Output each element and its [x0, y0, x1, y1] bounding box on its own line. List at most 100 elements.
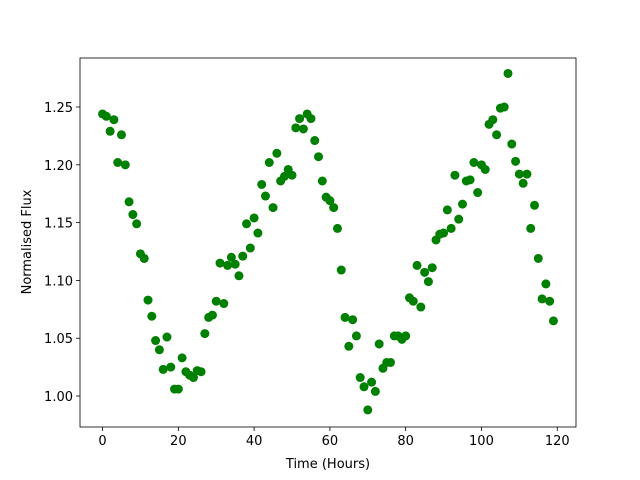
point — [105, 126, 115, 136]
point — [344, 341, 354, 351]
point — [420, 267, 430, 277]
point — [530, 200, 540, 210]
point — [306, 114, 316, 124]
point — [139, 253, 149, 263]
point — [196, 367, 206, 377]
point — [242, 219, 252, 229]
point — [234, 271, 244, 281]
point — [545, 296, 555, 306]
point — [503, 68, 513, 78]
point — [317, 176, 327, 186]
x-tick-label: 0 — [98, 434, 106, 449]
x-tick-label: 120 — [545, 434, 570, 449]
point — [188, 373, 198, 383]
point — [154, 345, 164, 355]
point — [465, 175, 475, 185]
point — [473, 188, 483, 198]
point — [332, 223, 342, 233]
point — [291, 123, 301, 133]
point — [370, 386, 380, 396]
point — [143, 295, 153, 305]
point — [219, 299, 229, 309]
x-tick-label: 80 — [397, 434, 414, 449]
point — [260, 191, 270, 201]
point — [492, 130, 502, 140]
point — [223, 260, 233, 270]
point — [450, 170, 460, 180]
point — [230, 259, 240, 269]
y-tick-label: 1.10 — [44, 274, 73, 289]
y-tick-label: 1.05 — [44, 332, 73, 347]
x-axis-label: Time (Hours) — [285, 457, 370, 472]
point — [113, 158, 123, 168]
x-tick-label: 40 — [246, 434, 263, 449]
point — [215, 258, 225, 268]
point — [518, 178, 528, 188]
point — [116, 130, 126, 140]
x-tick-label: 100 — [469, 434, 494, 449]
point — [132, 219, 142, 229]
point — [446, 223, 456, 233]
point — [124, 197, 134, 207]
point — [522, 169, 532, 179]
point — [226, 252, 236, 262]
point — [488, 115, 498, 125]
point — [408, 296, 418, 306]
point — [359, 382, 369, 392]
point — [158, 364, 168, 374]
point — [268, 203, 278, 213]
point — [128, 210, 138, 220]
point — [295, 114, 305, 124]
point — [480, 164, 490, 174]
point — [109, 115, 119, 125]
point — [177, 353, 187, 363]
point — [211, 296, 221, 306]
point — [173, 384, 183, 394]
point — [253, 228, 263, 238]
point — [458, 199, 468, 209]
point — [200, 329, 210, 339]
point — [499, 102, 509, 112]
point — [548, 316, 558, 326]
x-tick-label: 60 — [322, 434, 339, 449]
point — [363, 405, 373, 415]
point — [374, 339, 384, 349]
point — [526, 223, 536, 233]
y-axis-label: Normalised Flux — [20, 189, 35, 294]
point — [439, 228, 449, 238]
point — [249, 213, 259, 223]
point — [386, 357, 396, 367]
point — [279, 171, 289, 181]
point — [310, 136, 320, 146]
y-tick-label: 1.20 — [44, 159, 73, 174]
point — [507, 139, 517, 149]
point — [272, 148, 282, 158]
point — [245, 243, 255, 253]
y-tick-label: 1.15 — [44, 217, 73, 232]
point — [147, 311, 157, 321]
point — [416, 302, 426, 312]
point — [325, 196, 335, 206]
point — [423, 277, 433, 287]
point — [151, 336, 161, 346]
point — [329, 203, 339, 213]
point — [427, 263, 437, 273]
point — [336, 265, 346, 275]
point — [340, 312, 350, 322]
point — [533, 253, 543, 263]
point — [238, 251, 248, 261]
point — [257, 179, 267, 189]
point — [367, 377, 377, 387]
axes-frame — [79, 57, 577, 428]
y-tick-label: 1.00 — [44, 390, 73, 405]
point — [298, 124, 308, 134]
point — [351, 331, 361, 341]
point — [166, 362, 176, 372]
point — [355, 373, 365, 383]
y-tick-label: 1.25 — [44, 101, 73, 116]
point — [264, 158, 274, 168]
point — [401, 331, 411, 341]
point — [537, 294, 547, 304]
